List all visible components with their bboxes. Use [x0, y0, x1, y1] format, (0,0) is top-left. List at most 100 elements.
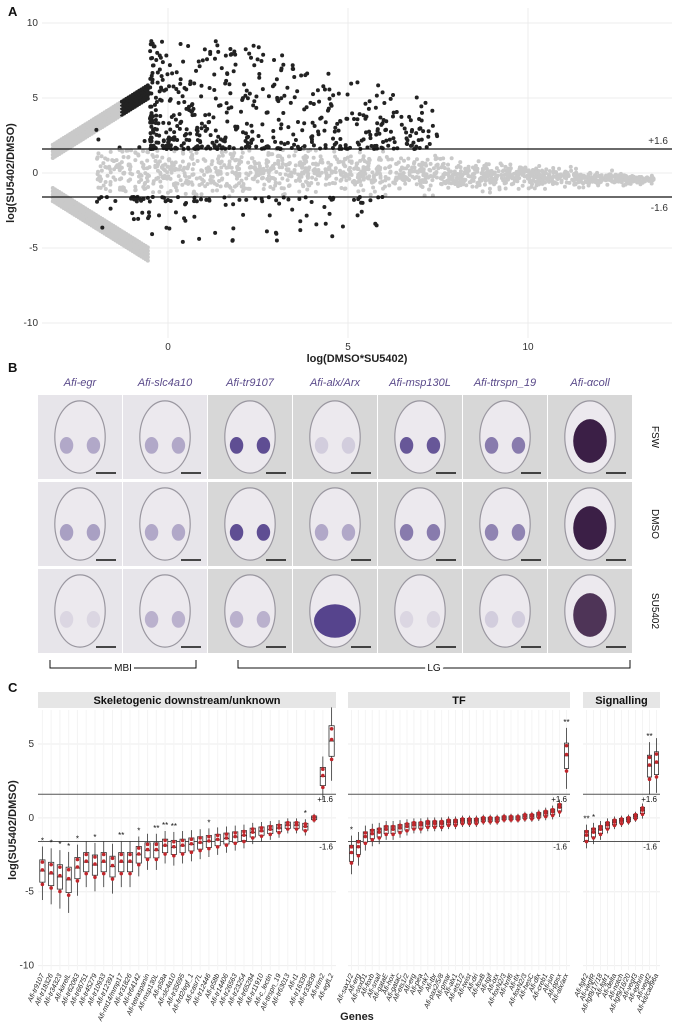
- c-significance: **: [118, 831, 124, 840]
- c-replicate-point: [329, 726, 334, 731]
- b-gene-title: Afi-tr9107: [225, 377, 275, 389]
- a-point: [427, 187, 432, 192]
- a-point: [313, 177, 318, 182]
- a-point: [202, 47, 207, 52]
- c-replicate-point: [215, 845, 220, 849]
- a-point: [160, 174, 165, 179]
- a-point: [517, 176, 522, 181]
- a-point: [175, 167, 180, 172]
- a-point: [244, 176, 249, 181]
- c-replicate-point: [49, 862, 53, 867]
- a-point: [391, 92, 396, 97]
- a-point: [303, 158, 308, 163]
- a-point: [494, 166, 499, 171]
- a-point: [139, 173, 144, 178]
- a-point: [198, 175, 203, 180]
- a-point: [407, 178, 412, 183]
- a-point: [160, 39, 165, 44]
- a-point: [365, 160, 370, 165]
- c-significance: *: [304, 809, 307, 818]
- a-point: [306, 167, 311, 172]
- a-point: [492, 170, 497, 175]
- a-point: [140, 210, 145, 215]
- a-point: [103, 156, 108, 161]
- a-point: [292, 95, 297, 100]
- c-replicate-point: [419, 823, 423, 827]
- a-point: [381, 186, 386, 191]
- a-point: [323, 120, 328, 125]
- a-point: [474, 184, 479, 189]
- c-replicate-point: [543, 814, 548, 819]
- a-point: [248, 164, 253, 169]
- a-point: [273, 139, 278, 144]
- c-significance: **: [153, 824, 159, 833]
- c-replicate-point: [294, 823, 299, 827]
- b-embryo: [139, 574, 191, 648]
- a-point: [277, 165, 282, 170]
- c-replicate-point: [180, 843, 185, 848]
- a-point: [565, 170, 570, 175]
- a-point: [293, 163, 298, 168]
- b-embryo-image: [293, 482, 377, 566]
- a-point: [555, 176, 560, 181]
- a-point: [303, 153, 308, 158]
- a-point: [442, 172, 447, 177]
- a-point: [99, 168, 104, 173]
- a-point: [431, 166, 436, 171]
- a-point: [98, 164, 103, 169]
- a-point: [235, 124, 240, 129]
- a-point: [449, 169, 454, 174]
- b-embryo: [224, 400, 276, 474]
- a-point: [148, 104, 153, 109]
- a-point: [184, 178, 189, 183]
- a-point: [503, 186, 508, 191]
- a-point: [464, 183, 469, 188]
- b-embryo-image: [38, 569, 122, 653]
- a-point: [533, 174, 538, 179]
- c-replicate-point: [654, 775, 659, 779]
- panel-b-condition-labels: FSW DMSO SU5402: [649, 426, 660, 630]
- a-point: [449, 156, 454, 161]
- a-point: [554, 181, 559, 186]
- a-point: [366, 167, 371, 172]
- c-replicate-point: [432, 821, 437, 826]
- a-point: [177, 126, 182, 131]
- a-point: [411, 161, 416, 166]
- a-point: [172, 183, 177, 188]
- a-point: [326, 160, 331, 165]
- c-replicate-point: [647, 777, 652, 782]
- a-point: [188, 149, 193, 154]
- a-point: [265, 110, 270, 115]
- a-point: [383, 192, 388, 197]
- b-stain: [171, 437, 186, 454]
- a-point: [534, 183, 539, 188]
- a-point: [367, 99, 372, 104]
- c-significance: **: [162, 821, 168, 830]
- c-replicate-point: [172, 839, 176, 844]
- b-embryo-image: [293, 569, 377, 653]
- a-point: [165, 170, 170, 175]
- a-point: [442, 165, 447, 170]
- a-point: [254, 94, 259, 99]
- a-point: [340, 224, 345, 229]
- b-stain: [86, 524, 101, 541]
- a-point: [227, 159, 232, 164]
- a-point: [142, 182, 147, 187]
- a-point: [282, 192, 287, 197]
- a-point: [295, 119, 300, 124]
- c-replicate-point: [189, 841, 194, 846]
- a-point: [581, 185, 586, 190]
- a-point: [240, 150, 245, 155]
- b-embryo: [139, 487, 191, 561]
- a-point: [240, 96, 245, 101]
- a-point: [228, 46, 233, 51]
- a-point: [160, 60, 165, 65]
- a-point: [101, 183, 106, 188]
- a-point: [199, 94, 204, 99]
- a-point: [149, 124, 154, 129]
- a-point: [305, 71, 310, 76]
- a-point: [145, 258, 150, 263]
- a-point: [286, 173, 291, 178]
- a-point: [533, 170, 538, 175]
- a-point: [300, 170, 305, 175]
